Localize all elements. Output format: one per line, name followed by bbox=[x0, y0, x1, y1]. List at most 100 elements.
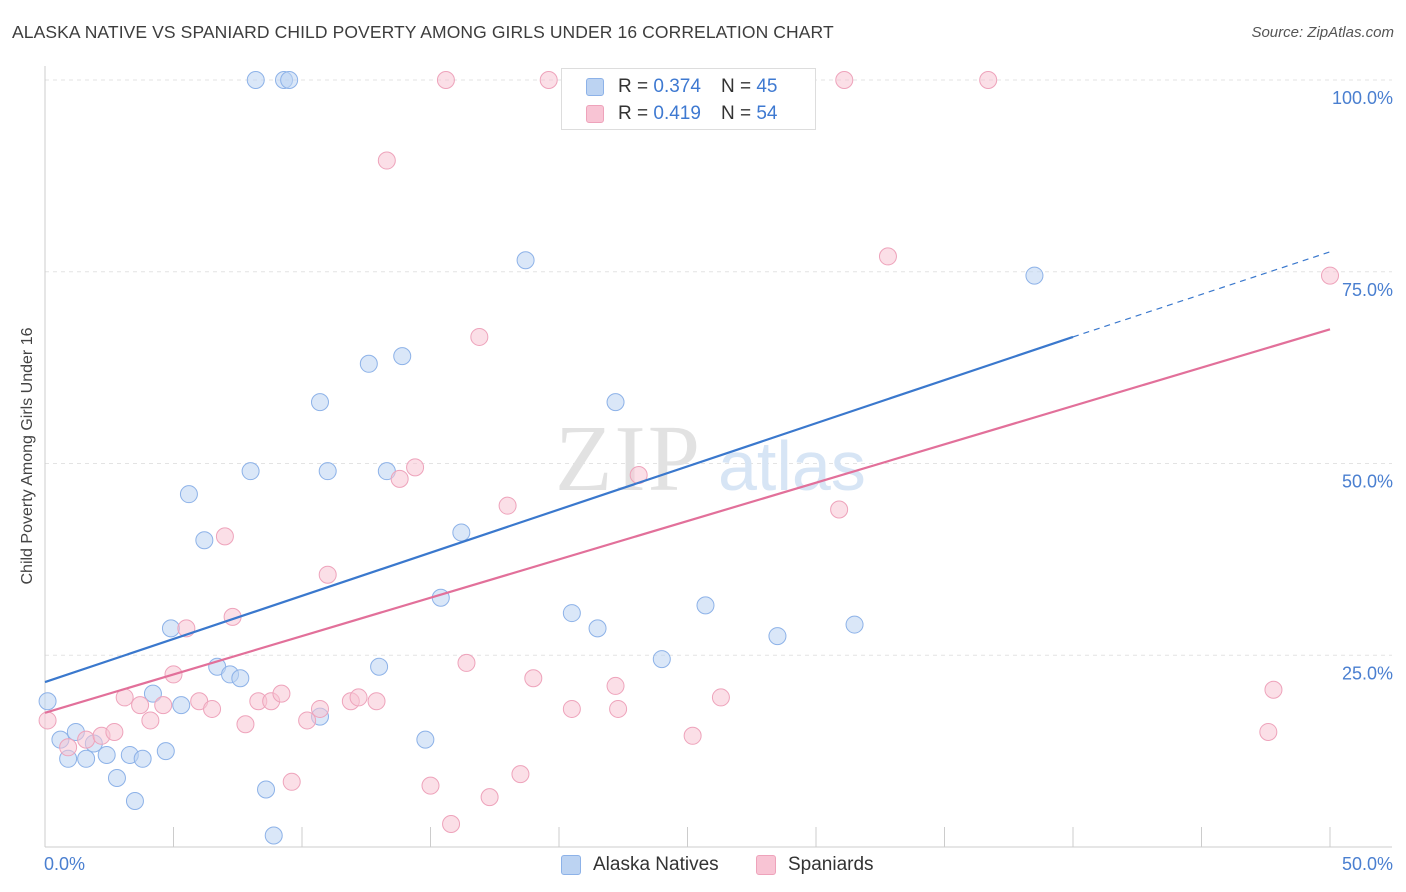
point-alaska-natives bbox=[125, 791, 144, 810]
point-spaniards bbox=[59, 738, 78, 757]
legend-swatch-blue bbox=[586, 78, 604, 96]
data-points bbox=[38, 71, 1339, 845]
series-legend: Alaska Natives Spaniards bbox=[0, 852, 1406, 878]
point-spaniards bbox=[298, 711, 317, 730]
chart-title: ALASKA NATIVE VS SPANIARD CHILD POVERTY … bbox=[12, 22, 834, 42]
legend-swatch-pink bbox=[586, 105, 604, 123]
point-alaska-natives bbox=[359, 354, 378, 373]
point-alaska-natives bbox=[161, 619, 180, 638]
point-alaska-natives bbox=[452, 523, 471, 542]
point-alaska-natives bbox=[179, 485, 198, 504]
point-spaniards bbox=[367, 692, 386, 711]
correlation-legend: R = 0.374 N = 45 R = 0.419 N = 54 bbox=[561, 68, 816, 130]
point-alaska-natives bbox=[416, 730, 435, 749]
y-tick-label: 75.0% bbox=[1342, 280, 1393, 300]
point-spaniards bbox=[457, 653, 476, 672]
point-alaska-natives bbox=[562, 604, 581, 623]
point-alaska-natives bbox=[97, 745, 116, 764]
point-spaniards bbox=[154, 696, 173, 715]
point-spaniards bbox=[1321, 266, 1339, 285]
legend-label: Spaniards bbox=[788, 854, 874, 875]
point-spaniards bbox=[406, 458, 425, 477]
point-spaniards bbox=[835, 71, 854, 89]
point-spaniards bbox=[282, 772, 301, 791]
point-alaska-natives bbox=[241, 462, 260, 481]
point-alaska-natives bbox=[280, 71, 299, 89]
point-spaniards bbox=[524, 669, 543, 688]
watermark: ZIP atlas bbox=[555, 407, 866, 511]
watermark-zip: ZIP bbox=[555, 407, 702, 511]
point-spaniards bbox=[1264, 680, 1283, 699]
point-spaniards bbox=[539, 71, 558, 89]
trend-lines bbox=[44, 251, 1331, 714]
trend-line-alaska-natives bbox=[44, 335, 1074, 684]
legend-swatch-blue bbox=[561, 855, 581, 875]
point-spaniards bbox=[511, 765, 530, 784]
tick-labels: 25.0% 50.0% 75.0% 100.0% 0.0% 50.0% bbox=[44, 88, 1393, 874]
point-spaniards bbox=[77, 730, 96, 749]
point-spaniards bbox=[236, 715, 255, 734]
point-spaniards bbox=[141, 711, 160, 730]
y-tick-label: 25.0% bbox=[1342, 663, 1393, 683]
y-tick-label: 50.0% bbox=[1342, 472, 1393, 492]
point-spaniards bbox=[606, 676, 625, 695]
point-alaska-natives bbox=[393, 347, 412, 366]
point-spaniards bbox=[272, 684, 291, 703]
legend-n-label: N = bbox=[720, 76, 752, 97]
legend-r-value: 0.419 bbox=[653, 103, 701, 124]
point-alaska-natives bbox=[696, 596, 715, 615]
grid-lines bbox=[45, 79, 1392, 656]
legend-r-label: R = bbox=[618, 103, 649, 124]
point-alaska-natives bbox=[133, 749, 152, 768]
point-alaska-natives bbox=[310, 393, 329, 412]
point-spaniards bbox=[38, 711, 57, 730]
legend-item-spaniards[interactable]: Spaniards bbox=[756, 852, 874, 878]
point-spaniards bbox=[310, 699, 329, 718]
point-alaska-natives bbox=[143, 684, 162, 703]
point-spaniards bbox=[131, 696, 150, 715]
legend-r-value: 0.374 bbox=[653, 76, 701, 97]
point-spaniards bbox=[562, 699, 581, 718]
point-spaniards bbox=[878, 247, 897, 266]
point-alaska-natives bbox=[195, 531, 214, 550]
point-spaniards bbox=[609, 699, 628, 718]
legend-item-alaska-natives[interactable]: Alaska Natives bbox=[561, 852, 719, 878]
trend-line-alaska-natives-extension bbox=[1072, 251, 1331, 338]
point-spaniards bbox=[683, 726, 702, 745]
legend-row-alaska-natives: R = 0.374 N = 45 bbox=[586, 75, 777, 99]
point-alaska-natives bbox=[588, 619, 607, 638]
point-alaska-natives bbox=[38, 692, 57, 711]
x-tick-label: 0.0% bbox=[44, 854, 85, 874]
point-alaska-natives bbox=[1025, 266, 1044, 285]
point-alaska-natives bbox=[257, 780, 276, 799]
point-alaska-natives bbox=[156, 742, 175, 761]
point-spaniards bbox=[318, 565, 337, 584]
point-spaniards bbox=[711, 688, 730, 707]
point-spaniards bbox=[442, 814, 461, 833]
y-tick-label: 100.0% bbox=[1332, 88, 1393, 108]
point-alaska-natives bbox=[652, 650, 671, 669]
point-spaniards bbox=[349, 688, 368, 707]
point-spaniards bbox=[203, 699, 222, 718]
point-alaska-natives bbox=[370, 657, 389, 676]
source-label: Source: ZipAtlas.com bbox=[1251, 24, 1394, 41]
x-tick-label: 50.0% bbox=[1342, 854, 1393, 874]
legend-n-label: N = bbox=[720, 103, 752, 124]
point-spaniards bbox=[830, 500, 849, 519]
point-spaniards bbox=[377, 151, 396, 170]
point-alaska-natives bbox=[845, 615, 864, 634]
point-alaska-natives bbox=[172, 696, 191, 715]
point-spaniards bbox=[390, 469, 409, 488]
point-alaska-natives bbox=[77, 749, 96, 768]
point-spaniards bbox=[105, 722, 124, 741]
trend-line-spaniards bbox=[44, 328, 1331, 714]
point-spaniards bbox=[215, 527, 234, 546]
watermark-atlas: atlas bbox=[718, 427, 866, 505]
point-spaniards bbox=[979, 71, 998, 89]
point-spaniards bbox=[498, 496, 517, 515]
point-alaska-natives bbox=[606, 393, 625, 412]
point-spaniards bbox=[1259, 722, 1278, 741]
point-alaska-natives bbox=[231, 669, 250, 688]
point-spaniards bbox=[480, 788, 499, 807]
